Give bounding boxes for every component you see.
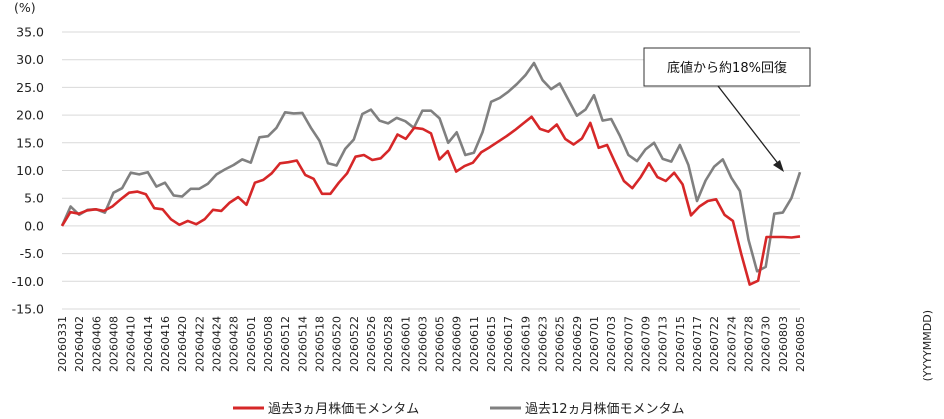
x-tick-label: 20260611	[468, 316, 481, 372]
x-tick-label: 20260805	[794, 316, 807, 372]
x-tick-label: 20260605	[434, 316, 447, 372]
x-tick-label: 20260528	[382, 316, 395, 372]
x-tick-label: 20260331	[56, 316, 69, 372]
y-tick-label: 15.0	[16, 135, 44, 150]
x-axis-ticks: 20260331 20260402 20260406 20260408 20260410…	[56, 316, 807, 372]
legend: 過去3ヵ月株価モメンタム 過去12ヵ月株価モメンタム	[233, 402, 685, 417]
x-tick-label: 20260609	[451, 316, 464, 372]
x-tick-label: 20260722	[708, 316, 721, 372]
series-line-12m	[60, 61, 802, 273]
x-tick-label: 20260619	[519, 316, 532, 372]
x-tick-label: 20260728	[743, 316, 756, 372]
x-tick-label: 20260522	[348, 316, 361, 372]
y-tick-label: -15.0	[12, 302, 44, 317]
x-tick-label: 20260424	[210, 316, 223, 372]
y-tick-label: -5.0	[20, 246, 44, 261]
x-tick-label: 20260603	[416, 316, 429, 372]
x-tick-label: 20260730	[760, 316, 773, 372]
y-tick-label: 0.0	[24, 218, 44, 233]
x-tick-label: 20260713	[657, 316, 670, 372]
x-tick-label: 20260707	[622, 316, 635, 372]
x-tick-label: 20260526	[365, 316, 378, 372]
x-tick-label: 20260625	[554, 316, 567, 372]
x-tick-label: 20260428	[228, 316, 241, 372]
annotation-arrow-head	[773, 160, 784, 172]
x-tick-label: 20260402	[73, 316, 86, 372]
x-tick-label: 20260410	[125, 316, 138, 372]
x-tick-label: 20260518	[313, 316, 326, 372]
x-tick-label: 20260717	[691, 316, 704, 372]
y-tick-label: 35.0	[16, 25, 44, 40]
x-tick-label: 20260508	[262, 316, 275, 372]
x-tick-label: 20260803	[777, 316, 790, 372]
y-tick-label: 5.0	[24, 191, 44, 206]
x-tick-label: 20260406	[90, 316, 103, 372]
annotation-text: 底値から約18%回復	[667, 60, 787, 76]
series-lines	[60, 61, 802, 286]
x-tick-label: 20260629	[571, 316, 584, 372]
x-tick-label: 20260514	[296, 316, 309, 372]
x-tick-label: 20260623	[537, 316, 550, 372]
y-tick-label: 25.0	[16, 80, 44, 95]
series-line-3m	[60, 115, 801, 286]
x-tick-label: 20260617	[502, 316, 515, 372]
x-axis-unit-label: (YYYYMMDD)	[921, 310, 934, 381]
x-tick-label: 20260408	[107, 316, 120, 372]
x-tick-label: 20260701	[588, 316, 601, 372]
y-tick-label: 10.0	[16, 163, 44, 178]
x-tick-label: 20260501	[245, 316, 258, 372]
gridlines	[62, 31, 800, 310]
annotation-box	[643, 47, 811, 87]
x-tick-label: 20260414	[142, 316, 155, 372]
x-tick-label: 20260520	[331, 316, 344, 372]
legend-label-12m: 過去12ヵ月株価モメンタム	[525, 402, 685, 417]
annotation-callout: 底値から約18%回復	[643, 47, 811, 172]
x-tick-label: 20260601	[399, 316, 412, 372]
y-tick-label: -10.0	[12, 274, 44, 289]
legend-label-3m: 過去3ヵ月株価モメンタム	[268, 402, 419, 417]
x-tick-label: 20260420	[176, 316, 189, 372]
x-tick-label: 20260422	[193, 316, 206, 372]
x-tick-label: 20260416	[159, 316, 172, 372]
annotation-arrow-line	[717, 85, 781, 167]
x-tick-label: 20260512	[279, 316, 292, 372]
y-axis-ticks: 35.0 30.0 25.0 20.0 15.0 10.0 5.0 0.0 -5.0 -10.0 -…	[12, 25, 44, 317]
x-tick-label: 20260703	[605, 316, 618, 372]
x-tick-label: 20260715	[674, 316, 687, 372]
y-axis-unit-label: (%)	[14, 0, 36, 15]
x-tick-label: 20260709	[640, 316, 653, 372]
x-tick-label: 20260615	[485, 316, 498, 372]
y-tick-label: 20.0	[16, 108, 44, 123]
y-tick-label: 30.0	[16, 52, 44, 67]
x-tick-label: 20260724	[725, 316, 738, 372]
